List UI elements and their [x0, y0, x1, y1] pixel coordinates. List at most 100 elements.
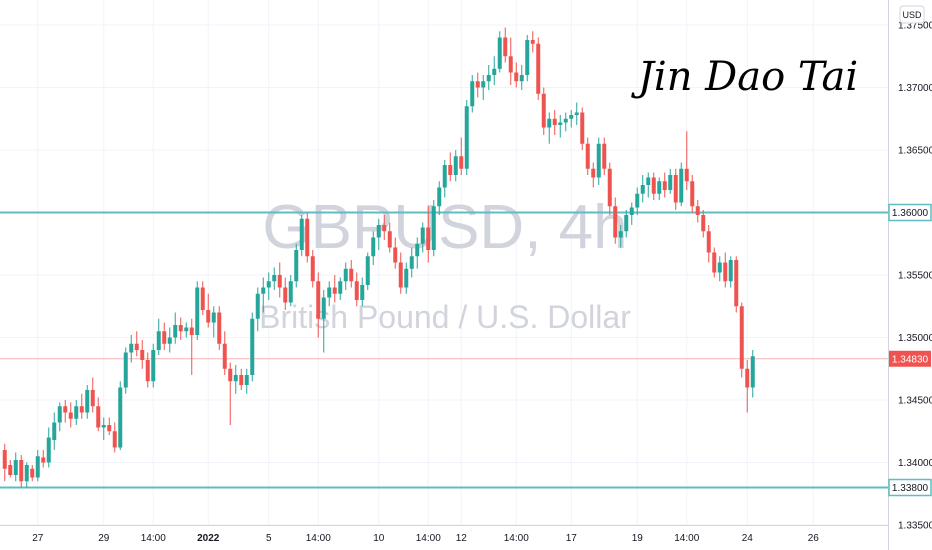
- time-tick-label: 26: [808, 533, 820, 544]
- candle: [492, 56, 497, 85]
- level-tag-box: [888, 203, 932, 222]
- candle-body: [2, 450, 7, 469]
- time-tick-label: 17: [566, 533, 578, 544]
- time-tick-label: 24: [742, 533, 754, 544]
- candle: [228, 362, 233, 425]
- candle-body: [657, 181, 662, 194]
- candle-body: [239, 375, 244, 385]
- candle-body: [52, 422, 57, 440]
- candle: [13, 452, 18, 482]
- candle-body: [244, 375, 249, 385]
- level-tag-box: [888, 478, 932, 497]
- candle-body: [107, 425, 112, 432]
- candle: [404, 262, 409, 294]
- candle: [217, 306, 222, 350]
- candle-body: [651, 177, 656, 194]
- candle-body: [712, 252, 717, 273]
- candle-body: [695, 206, 700, 215]
- candle: [453, 150, 458, 182]
- candle: [46, 427, 51, 468]
- candle: [321, 290, 326, 353]
- candle: [68, 402, 73, 428]
- candle-body: [409, 256, 414, 269]
- time-tick-label: 5: [266, 533, 272, 544]
- candle: [723, 252, 728, 288]
- candle-body: [558, 122, 563, 125]
- candle-body: [24, 465, 29, 482]
- candle: [398, 252, 403, 294]
- candle-body: [426, 227, 431, 250]
- candle-body: [112, 431, 117, 448]
- candle: [112, 422, 117, 453]
- candle: [63, 400, 68, 423]
- candle-body: [211, 312, 216, 323]
- level-price-tag: 1.33800: [888, 478, 932, 497]
- candle: [8, 460, 13, 478]
- candle-body: [74, 406, 79, 419]
- candle: [519, 65, 524, 90]
- candle: [728, 256, 733, 288]
- time-tick-label: 29: [98, 533, 110, 544]
- candle: [244, 368, 249, 394]
- candle-body: [371, 237, 376, 257]
- candle-body: [41, 457, 46, 463]
- candle-body: [673, 175, 678, 203]
- candle: [184, 322, 189, 338]
- candle-body: [35, 456, 40, 478]
- candle-body: [563, 118, 568, 123]
- candle-body: [123, 352, 128, 388]
- candle: [662, 172, 667, 198]
- candle: [101, 417, 106, 440]
- candle: [486, 65, 491, 90]
- candle-body: [585, 143, 590, 169]
- candle-body: [360, 285, 365, 300]
- time-tick-label: 12: [456, 533, 468, 544]
- currency-badge[interactable]: USD: [899, 5, 925, 24]
- candle: [497, 31, 502, 73]
- watermark-description: British Pound / U.S. Dollar: [259, 299, 631, 335]
- candle-body: [376, 225, 381, 238]
- candle: [327, 281, 332, 307]
- candle: [261, 277, 266, 313]
- price-tick-label: 1.35000: [898, 333, 932, 344]
- candle: [585, 137, 590, 175]
- candle-body: [167, 337, 172, 344]
- last-price-tag-box: [889, 350, 931, 367]
- candle: [272, 267, 277, 290]
- candle-body: [547, 118, 552, 128]
- candle: [717, 256, 722, 282]
- candle-body: [745, 368, 750, 388]
- price-tick-label: 1.33500: [898, 521, 932, 532]
- candle: [233, 365, 238, 394]
- author-signature: Jin Dao Tai: [631, 54, 858, 100]
- candle-body: [19, 460, 24, 482]
- candle: [618, 225, 623, 248]
- candle: [739, 302, 744, 378]
- candle: [448, 152, 453, 182]
- candle-body: [217, 312, 222, 344]
- candle-body: [321, 297, 326, 319]
- candle: [607, 162, 612, 215]
- candle-body: [602, 143, 607, 169]
- candle-body: [629, 207, 634, 215]
- candle: [690, 175, 695, 213]
- candle: [140, 340, 145, 369]
- candle-body: [679, 168, 684, 203]
- candle-body: [46, 437, 51, 463]
- candle: [536, 37, 541, 100]
- level-price-tag: 1.36000: [888, 203, 932, 222]
- time-axis-labels[interactable]: 27 29 14:00 2022 5 14:00 10 14:00 12 14:00 17 19 14:…: [32, 533, 819, 544]
- candle-body: [618, 231, 623, 238]
- candle: [30, 465, 35, 482]
- candle-body: [728, 260, 733, 282]
- candle: [299, 215, 304, 257]
- price-axis-area[interactable]: [888, 0, 932, 550]
- candle: [712, 247, 717, 278]
- candle: [558, 115, 563, 138]
- candle: [431, 200, 436, 257]
- candle-body: [481, 81, 486, 88]
- candle: [57, 402, 62, 432]
- candle-body: [734, 260, 739, 307]
- candle: [35, 450, 40, 482]
